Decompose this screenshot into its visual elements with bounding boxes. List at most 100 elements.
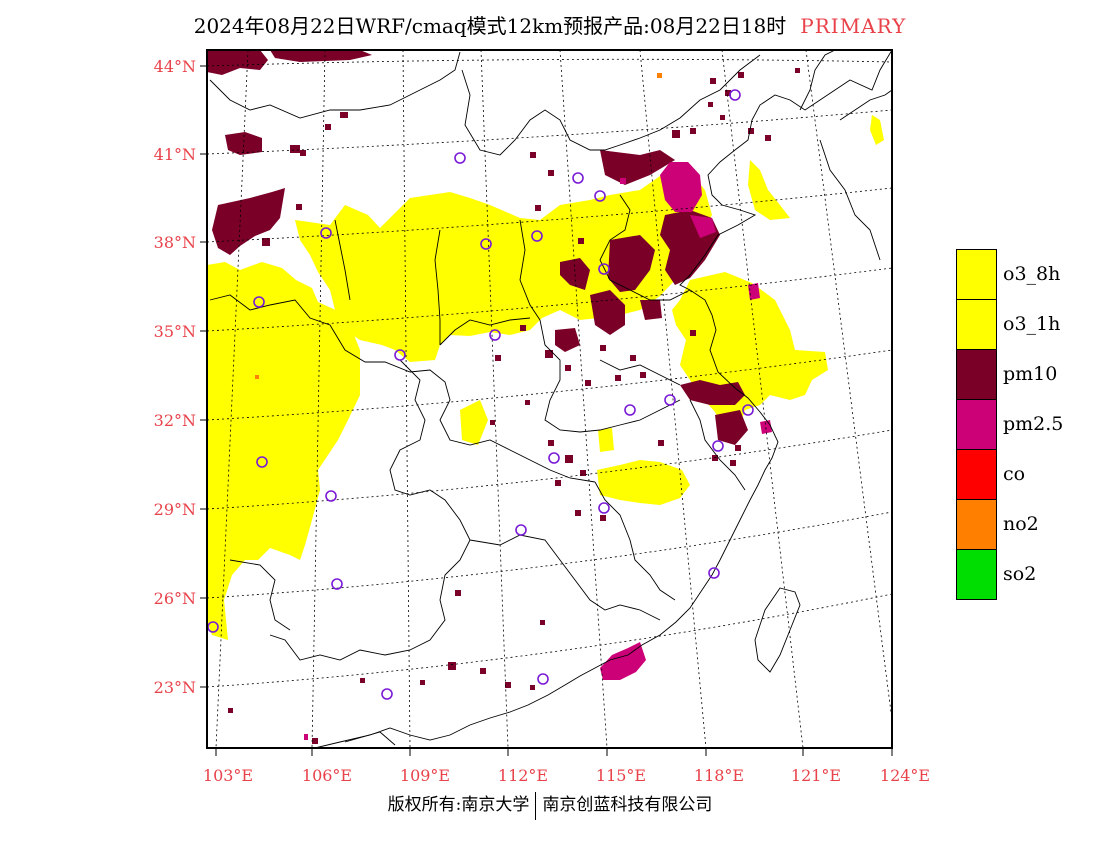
station-marker — [320, 227, 332, 239]
legend-label: o3_1h — [1003, 313, 1061, 335]
station-marker — [531, 230, 543, 242]
station-marker — [624, 404, 636, 416]
legend-swatch — [956, 299, 997, 350]
station-marker — [454, 152, 466, 164]
pm25-east-dot — [748, 283, 760, 300]
graticule-112e — [480, 50, 509, 748]
pm10-northwest-blob — [212, 188, 285, 255]
graticule-106e — [311, 50, 326, 748]
pm10-top-band — [270, 50, 372, 62]
province-line-1 — [209, 51, 461, 119]
lat-label: 44°N — [154, 57, 196, 76]
station-marker — [594, 190, 606, 202]
graticule-41n — [207, 109, 892, 155]
province-line-10 — [434, 229, 441, 345]
pm25-tianjin-strip — [690, 215, 716, 238]
graticule-32n — [207, 349, 892, 421]
lon-label: 109°E — [400, 766, 450, 785]
graticule-103e — [215, 50, 249, 748]
station-marker — [325, 490, 337, 502]
copyright-owner: 版权所有:南京大学 — [387, 795, 530, 815]
pm10-east-2 — [715, 410, 748, 445]
graticule-121e — [721, 50, 804, 748]
pm25-beijing-blob — [660, 162, 702, 212]
copyright-company: 南京创蓝科技有限公司 — [542, 795, 713, 815]
lat-labels: 44°N 41°N 38°N 35°N 32°N 29°N 26°N 23°N — [154, 57, 196, 697]
station-marker — [729, 89, 741, 101]
o3-central-patch — [460, 400, 488, 445]
o3-central-south — [597, 460, 690, 505]
pm10-huabei-1 — [560, 258, 590, 290]
station-marker — [381, 688, 393, 700]
lon-label: 115°E — [596, 766, 646, 785]
pm10-north-blob — [225, 132, 262, 155]
lat-label: 32°N — [154, 411, 196, 430]
graticule-23n — [207, 593, 892, 688]
legend-label: co — [1003, 463, 1026, 485]
pm25-cell — [304, 734, 308, 740]
station-marker — [664, 394, 676, 406]
legend-label: no2 — [1003, 513, 1039, 535]
no2-cell — [255, 375, 259, 379]
no2-cell — [657, 73, 662, 78]
boundaries — [209, 50, 892, 748]
station-marker — [708, 567, 720, 579]
graticule-35n — [207, 267, 892, 332]
province-line-14 — [799, 50, 836, 111]
copyright-separator — [535, 791, 537, 820]
graticule-124e — [805, 50, 892, 721]
province-line-17 — [229, 559, 291, 631]
station-marker — [253, 296, 265, 308]
station-marker — [712, 440, 724, 452]
pm10-huabei-2 — [608, 235, 655, 292]
province-line-8 — [439, 317, 531, 346]
pm10-ne-strip — [600, 150, 675, 185]
province-line-13 — [599, 359, 681, 386]
coastline — [314, 50, 892, 748]
province-line-6 — [539, 319, 681, 433]
province-line-16 — [334, 219, 351, 301]
lat-label: 41°N — [154, 145, 196, 164]
pm10-cells — [228, 68, 800, 744]
province-line-12 — [689, 399, 746, 491]
lon-labels: 103°E 106°E 109°E 112°E 115°E 118°E 121°… — [203, 766, 930, 785]
korea-coast — [839, 89, 892, 121]
o3-region — [207, 115, 884, 640]
station-marker — [572, 172, 584, 184]
station-marker — [256, 456, 268, 468]
lat-label: 38°N — [154, 233, 196, 252]
province-line-5 — [469, 534, 661, 621]
lat-label: 35°N — [154, 322, 196, 341]
station-marker — [331, 578, 343, 590]
map-title: 2024年08月22日WRF/cmaq模式12km预报产品:08月22日18时 P… — [0, 10, 1100, 39]
province-line-4 — [269, 359, 471, 661]
legend-swatch — [956, 349, 997, 400]
legend-swatch — [956, 549, 997, 600]
station-marker — [515, 524, 527, 536]
o3-central-patch-2 — [598, 428, 614, 452]
lat-axis — [200, 65, 207, 688]
pm25-shanghai-dot — [760, 420, 772, 434]
pm10-top-left — [207, 50, 268, 75]
taiwan-coast — [754, 587, 801, 673]
province-line-15 — [819, 139, 881, 261]
lon-label: 124°E — [880, 766, 930, 785]
legend-label: o3_8h — [1003, 263, 1061, 285]
station-marker — [394, 349, 406, 361]
graticule-29n — [207, 429, 892, 510]
station-marker — [598, 502, 610, 514]
pm25-region — [600, 162, 772, 680]
lon-axis — [215, 748, 893, 756]
province-line-9 — [519, 219, 541, 321]
copyright: 版权所有:南京大学 南京创蓝科技有限公司 — [0, 790, 1100, 820]
lon-label: 121°E — [791, 766, 841, 785]
map-frame — [206, 49, 893, 749]
pm25-cell — [620, 178, 626, 184]
graticule-109e — [402, 50, 411, 748]
province-line-11 — [599, 194, 691, 301]
pm10-region — [207, 50, 748, 445]
station-marker — [480, 238, 492, 250]
graticule-118e — [639, 50, 707, 748]
lat-label: 26°N — [154, 589, 196, 608]
